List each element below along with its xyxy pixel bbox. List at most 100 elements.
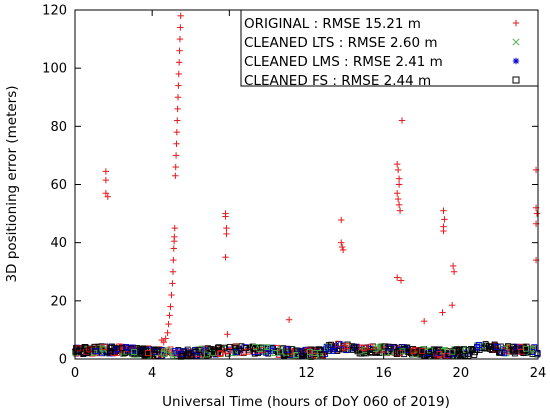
series-0-point-48 (395, 181, 403, 188)
dense-point (226, 343, 233, 350)
series-0-point-49 (393, 190, 401, 197)
y-tick-label: 100 (42, 62, 67, 77)
series-0-point-2 (102, 190, 110, 197)
dense-point (194, 352, 201, 359)
dense-point (204, 351, 210, 358)
dense-point (326, 343, 333, 350)
series-0-point-39 (224, 331, 231, 338)
legend-entry-label: CLEANED FS : RMSE 2.44 m (244, 73, 431, 89)
series-0-point-8 (165, 320, 172, 328)
dense-point (529, 345, 536, 352)
dense-point (184, 346, 191, 353)
series-0-point-13 (169, 268, 177, 275)
series-0-point-60 (440, 227, 447, 235)
dense-point (216, 350, 223, 357)
dense-point (225, 347, 232, 354)
series-0-point-15 (170, 245, 177, 252)
dense-point (151, 346, 158, 353)
dense-point (107, 344, 114, 351)
series-0-point-10 (167, 303, 174, 310)
dense-point (217, 350, 224, 357)
dense-point (207, 346, 214, 353)
dense-point (496, 349, 503, 356)
dense-point (461, 352, 468, 359)
y-tick-label: 60 (50, 178, 67, 193)
dense-point (469, 347, 476, 354)
dense-point (393, 349, 400, 356)
series-0-point-32 (177, 24, 184, 31)
series-0-point-7 (164, 329, 171, 337)
series-0-point-41 (338, 216, 345, 224)
legend-entry-label: CLEANED LMS : RMSE 2.41 m (244, 54, 443, 70)
dense-point (381, 343, 388, 350)
x-tick-label: 12 (298, 366, 315, 381)
data-points (102, 12, 541, 346)
x-tick-label: 16 (375, 366, 392, 381)
series-0-point-3 (104, 193, 111, 200)
dense-point (367, 343, 374, 350)
dense-point (160, 350, 167, 357)
series-0-point-40 (285, 316, 293, 323)
dense-point (232, 344, 239, 351)
series-0-point-5 (160, 338, 167, 346)
y-tick-label: 20 (50, 294, 67, 309)
dense-point (119, 345, 126, 352)
series-0-point-61 (439, 309, 446, 316)
dense-point (343, 342, 350, 349)
series-0-point-52 (396, 207, 404, 214)
series-0-point-43 (338, 243, 346, 251)
series-0-point-6 (162, 335, 169, 342)
dense-point (452, 346, 459, 353)
series-0-point-53 (393, 274, 401, 281)
series-0-point-50 (394, 195, 402, 203)
dense-point (293, 352, 299, 359)
dense-point (404, 344, 411, 351)
dense-point (125, 345, 132, 351)
dense-point (523, 345, 529, 352)
legend-entry-marker (512, 38, 520, 46)
series-0-point-37 (223, 230, 230, 238)
dense-point (488, 343, 495, 350)
dense-point (476, 342, 483, 348)
series-0-point-63 (450, 268, 458, 275)
series-0-point-45 (393, 160, 401, 168)
series-0-point-54 (397, 277, 405, 284)
series-0-point-17 (171, 233, 178, 241)
dense-point (232, 350, 239, 357)
dense-point (451, 348, 457, 354)
series-0-point-0 (102, 168, 110, 175)
dense-point (264, 344, 271, 351)
dense-point (410, 348, 417, 355)
series-0-point-44 (339, 246, 347, 254)
dense-point (319, 351, 326, 358)
series-0-point-62 (449, 262, 457, 270)
x-tick-label: 4 (148, 366, 156, 381)
y-tick-label: 120 (42, 4, 67, 19)
series-0-point-19 (172, 172, 179, 179)
series-0-point-20 (172, 163, 179, 171)
series-0-point-64 (448, 301, 456, 309)
series-0-point-38 (222, 254, 229, 261)
series-0-point-30 (176, 47, 183, 54)
dense-point (252, 346, 259, 353)
dense-point (436, 351, 443, 358)
dense-point (500, 345, 507, 352)
dense-point (143, 351, 150, 358)
dense-point (514, 343, 520, 350)
y-tick-label: 0 (59, 353, 67, 368)
legend-entry-marker (512, 76, 520, 84)
dense-point (390, 343, 397, 350)
y-tick-label: 40 (50, 236, 67, 251)
series-0-point-26 (174, 94, 182, 101)
dense-point (167, 346, 174, 353)
dense-point (86, 346, 93, 353)
series-0-point-11 (168, 291, 175, 299)
dense-point (93, 348, 100, 355)
dense-point (144, 350, 151, 357)
series-0-point-55 (398, 117, 406, 124)
dense-point (111, 344, 118, 351)
dense-point (101, 344, 108, 350)
dense-point (177, 351, 184, 358)
dense-point (419, 347, 426, 354)
